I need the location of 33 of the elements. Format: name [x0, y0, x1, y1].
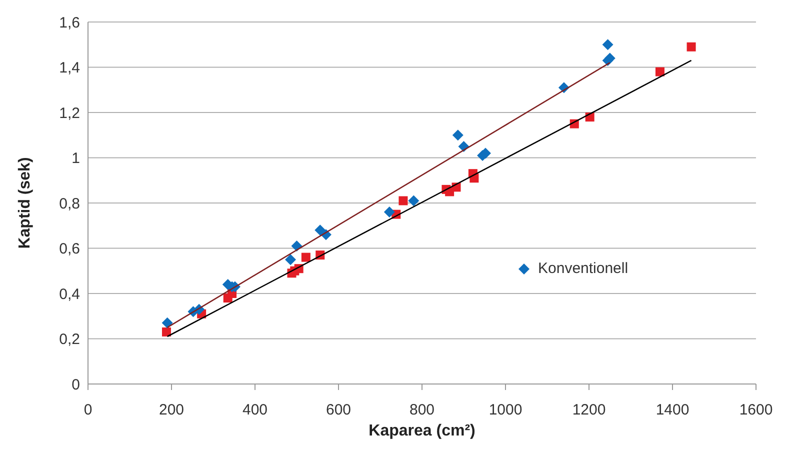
legend-label: Konventionell: [538, 260, 628, 277]
x-axis-title: Kaparea (cm²): [368, 422, 476, 440]
x-tick-label: 0: [84, 402, 92, 419]
x-tick-label: 1000: [488, 402, 522, 419]
point: [602, 39, 614, 50]
point: [655, 67, 664, 76]
point: [162, 317, 173, 328]
x-tick-label: 800: [409, 402, 435, 419]
point: [314, 224, 326, 236]
y-tick-label: 1: [72, 150, 80, 168]
point: [284, 254, 296, 266]
x-tick-label: 1200: [572, 402, 606, 419]
x-tick-label: 600: [326, 402, 352, 419]
point: [384, 206, 395, 218]
y-tick-label: 1,6: [59, 14, 80, 32]
y-tick-label: 0,4: [59, 286, 80, 303]
point: [452, 130, 464, 141]
point: [301, 252, 310, 262]
y-tick-label: 0,8: [59, 195, 80, 212]
y-tick-label: 0,2: [59, 331, 80, 348]
point: [408, 195, 420, 206]
point: [686, 42, 696, 52]
point: [398, 196, 408, 206]
y-axis-title: Kaptid (sek): [16, 157, 34, 249]
x-tick-label: 1600: [739, 402, 773, 419]
y-tick-label: 0,6: [59, 240, 80, 258]
x-tick-label: 200: [158, 402, 184, 419]
y-tick-label: 1,4: [59, 60, 80, 77]
x-tick-label: 400: [242, 402, 268, 419]
y-tick-label: 1,2: [59, 104, 80, 122]
point: [162, 327, 171, 336]
x-tick-label: 1400: [656, 402, 690, 419]
y-tick-label: 0: [72, 376, 80, 394]
